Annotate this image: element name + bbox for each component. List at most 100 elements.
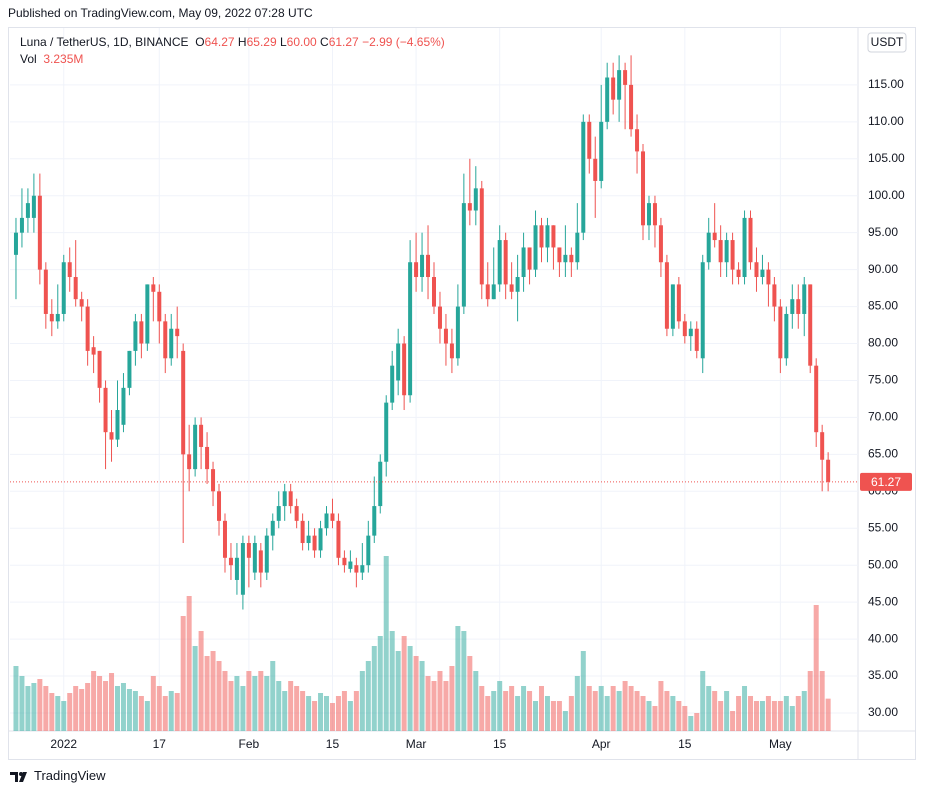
candle-body xyxy=(294,506,299,521)
volume-bar xyxy=(748,696,754,731)
candle-body xyxy=(61,262,66,314)
volume-bar xyxy=(377,636,383,731)
currency[interactable]: USDT xyxy=(871,35,904,49)
candle-body xyxy=(420,254,425,278)
candle-body xyxy=(199,424,204,447)
volume-bar xyxy=(515,696,521,731)
volume-bar xyxy=(616,691,622,731)
candle-body xyxy=(718,240,723,263)
volume-bar xyxy=(25,686,31,731)
volume-bar xyxy=(294,686,300,731)
volume-bar xyxy=(246,671,252,731)
last-price-box xyxy=(860,472,912,491)
volume-bar xyxy=(700,671,706,731)
candle-body xyxy=(43,269,48,314)
candle-body xyxy=(443,328,448,344)
volume-bar xyxy=(306,696,312,731)
ohlc-value: 60.00 xyxy=(286,35,317,49)
y-tick-label: 115.00 xyxy=(868,77,904,91)
volume-bar xyxy=(479,686,485,731)
logo xyxy=(10,772,27,782)
candle-body xyxy=(790,299,795,314)
candle-body xyxy=(760,269,765,278)
candle-body xyxy=(408,262,413,396)
volume-bar xyxy=(425,676,431,731)
volume-bar xyxy=(13,666,19,731)
volume-bar xyxy=(670,696,676,731)
x-tick-label: 15 xyxy=(326,737,340,751)
candle-body xyxy=(551,225,556,248)
last-price-label: 61.27 xyxy=(871,475,901,489)
currency-box[interactable] xyxy=(867,32,907,53)
volume-bar xyxy=(634,691,640,731)
candle-body xyxy=(306,535,311,544)
volume-bar xyxy=(580,651,586,731)
volume-bar xyxy=(91,671,97,731)
candle-body xyxy=(115,410,120,440)
volume-bar xyxy=(210,651,216,731)
volume-bar xyxy=(521,686,527,731)
volume-bar xyxy=(533,701,539,731)
volume-bar xyxy=(407,646,413,731)
y-tick-label: 40.00 xyxy=(868,631,898,645)
candle-body xyxy=(133,321,138,351)
candle-body xyxy=(49,313,54,322)
candle-body xyxy=(276,506,281,521)
candle-body xyxy=(581,121,586,233)
volume-bar xyxy=(97,676,103,731)
volume-bar xyxy=(777,701,783,731)
candle-body xyxy=(533,225,538,270)
candle-body xyxy=(25,203,30,218)
volume-bar xyxy=(592,691,598,731)
candle-body xyxy=(402,343,407,396)
candle-body xyxy=(539,225,544,248)
volume-bar xyxy=(240,686,246,731)
volume-bar xyxy=(795,696,801,731)
volume-bar xyxy=(676,701,682,731)
volume-bar xyxy=(192,646,198,731)
volume-bar xyxy=(825,698,831,731)
y-tick-label: 65.00 xyxy=(868,447,898,461)
volume-bar xyxy=(222,671,228,731)
volume-bar xyxy=(724,691,730,731)
candle-body xyxy=(497,240,502,285)
candle-body xyxy=(772,284,777,307)
y-tick-label: 75.00 xyxy=(868,373,898,387)
candle-body xyxy=(545,225,550,248)
volume-bar xyxy=(174,693,180,731)
volume-bar xyxy=(718,701,724,731)
candle-body xyxy=(67,262,72,278)
candle-body xyxy=(55,313,60,322)
candle-body xyxy=(342,557,347,566)
candle-body xyxy=(521,247,526,278)
volume-bar xyxy=(682,706,688,731)
candle-body xyxy=(611,77,616,100)
volume-bar xyxy=(186,596,192,731)
candle-body xyxy=(682,321,687,337)
candle-body xyxy=(378,461,383,507)
chart-frame xyxy=(8,27,916,760)
volume-bar xyxy=(628,686,634,731)
ohlc-value: 61.27 xyxy=(328,35,359,49)
volume-bar xyxy=(574,676,580,731)
volume-bar xyxy=(604,696,610,731)
candle-body xyxy=(557,247,562,263)
candle-body xyxy=(414,262,419,278)
x-tick-label: 15 xyxy=(493,737,507,751)
volume-bar xyxy=(544,696,550,731)
candle-body xyxy=(145,284,150,344)
y-tick-label: 30.00 xyxy=(868,705,898,719)
x-tick-label: May xyxy=(769,737,792,751)
candle-body xyxy=(13,232,18,255)
candle-body xyxy=(396,343,401,381)
candle-body xyxy=(605,77,610,122)
candle-body xyxy=(211,469,216,492)
volume-bar xyxy=(204,656,210,731)
candle-body xyxy=(432,277,436,307)
y-tick-label: 80.00 xyxy=(868,336,898,350)
volume-bar xyxy=(258,671,264,731)
candle-body xyxy=(121,387,126,425)
candle-body xyxy=(485,284,490,300)
candle-body xyxy=(808,284,813,366)
